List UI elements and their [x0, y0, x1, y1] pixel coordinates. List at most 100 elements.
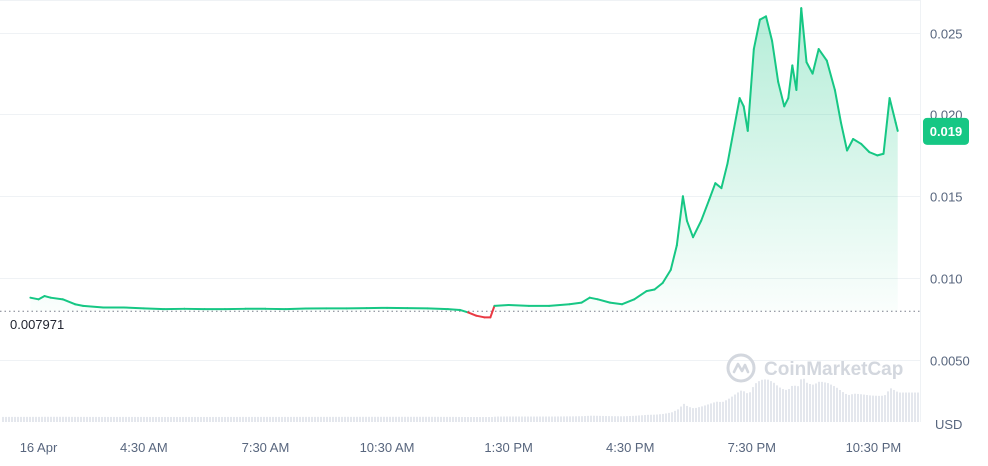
volume-bar: [692, 408, 694, 422]
volume-bar: [227, 416, 229, 422]
volume-bar: [44, 416, 46, 422]
volume-bar: [419, 416, 421, 422]
volume-bar: [185, 416, 187, 422]
volume-bar: [374, 416, 376, 422]
volume-bar: [248, 416, 250, 422]
volume-bar: [866, 394, 868, 422]
volume-bar: [2, 416, 4, 422]
volume-bar: [23, 416, 25, 422]
volume-bar: [179, 416, 181, 422]
volume-bar: [656, 414, 658, 422]
volume-bar: [548, 416, 550, 422]
volume-bar: [113, 416, 115, 422]
volume-bar: [686, 405, 688, 422]
volume-bar: [305, 416, 307, 422]
volume-bar: [86, 416, 88, 422]
volume-bar: [509, 416, 511, 422]
volume-bar: [323, 416, 325, 422]
x-tick-label: 16 Apr: [20, 440, 58, 455]
volume-bar: [704, 405, 706, 422]
price-line-segment-up: [61, 298, 76, 306]
volume-bar: [740, 390, 742, 422]
volume-bar: [494, 416, 496, 422]
volume-bar: [395, 416, 397, 422]
price-line-segment-up: [588, 296, 599, 301]
volume-bar: [836, 387, 838, 422]
volume-bar: [173, 416, 175, 422]
volume-bar: [758, 381, 760, 422]
volume-bar: [407, 416, 409, 422]
volume-bar: [824, 382, 826, 422]
volume-bar: [278, 416, 280, 422]
volume-bar: [857, 393, 859, 422]
volume-bar: [554, 416, 556, 422]
volume-bar: [263, 416, 265, 422]
price-line-segment-up: [568, 301, 583, 306]
price-line-segment-up: [795, 7, 803, 91]
volume-bar: [803, 378, 805, 422]
volume-bar: [311, 416, 313, 422]
volume-bar: [254, 416, 256, 422]
price-line-segment-up: [787, 64, 794, 100]
volume-bar: [155, 416, 157, 422]
volume-bar: [785, 389, 787, 422]
volume-bar: [473, 417, 475, 422]
price-line-segment-up: [661, 268, 672, 284]
volume-bar: [812, 384, 814, 422]
price-line-segment-up: [645, 288, 656, 293]
volume-bar: [149, 416, 151, 422]
volume-bar: [527, 416, 529, 422]
reference-label: 0.007971: [10, 317, 64, 332]
current-price-label: 0.019: [930, 124, 963, 139]
price-line-segment-up: [825, 59, 836, 91]
volume-bar: [281, 416, 283, 422]
volume-bar: [251, 416, 253, 422]
volume-bar: [260, 416, 262, 422]
volume-bar: [203, 416, 205, 422]
volume-bar: [269, 416, 271, 422]
price-line-segment-down: [467, 311, 478, 317]
volume-bar: [308, 416, 310, 422]
volume-bar: [14, 416, 16, 422]
volume-bar: [821, 381, 823, 422]
price-line-segment-up: [692, 219, 703, 239]
price-line-segment-up: [777, 80, 786, 108]
volume-bar: [422, 416, 424, 422]
volume-bar: [365, 416, 367, 422]
volume-bar: [152, 416, 154, 422]
price-line-segment-up: [888, 97, 897, 124]
volume-bar: [290, 416, 292, 422]
watermark-text: CoinMarketCap: [764, 359, 903, 380]
watermark-logo-icon: [726, 353, 756, 383]
volume-bar: [716, 401, 718, 422]
volume-bar: [386, 416, 388, 422]
volume-bar: [617, 416, 619, 422]
price-line-segment-up: [426, 307, 449, 311]
volume-bar: [563, 416, 565, 422]
price-line-segment-up: [49, 296, 64, 301]
volume-bar: [461, 416, 463, 422]
price-line-segment-up: [746, 48, 755, 132]
volume-bar: [356, 416, 358, 422]
volume-bar: [425, 416, 427, 422]
volume-bar: [659, 414, 661, 422]
volume-bar: [275, 416, 277, 422]
volume-bar: [707, 404, 709, 422]
price-line-segment-up: [732, 97, 741, 132]
volume-bar: [761, 379, 763, 422]
price-line-segment-up: [700, 198, 711, 222]
volume-bar: [191, 416, 193, 422]
volume-bar: [257, 416, 259, 422]
watermark: CoinMarketCap: [726, 353, 903, 383]
price-line-segment-up: [839, 121, 849, 152]
unit-label: USD: [935, 417, 962, 432]
volume-bar: [458, 416, 460, 422]
price-line-segment-up: [714, 182, 723, 190]
volume-bar: [665, 413, 667, 422]
volume-bar: [161, 416, 163, 422]
price-line-segment-down: [489, 304, 496, 319]
volume-bar: [512, 416, 514, 422]
volume-bar: [794, 385, 796, 422]
volume-bar: [575, 416, 577, 422]
volume-bar: [293, 416, 295, 422]
